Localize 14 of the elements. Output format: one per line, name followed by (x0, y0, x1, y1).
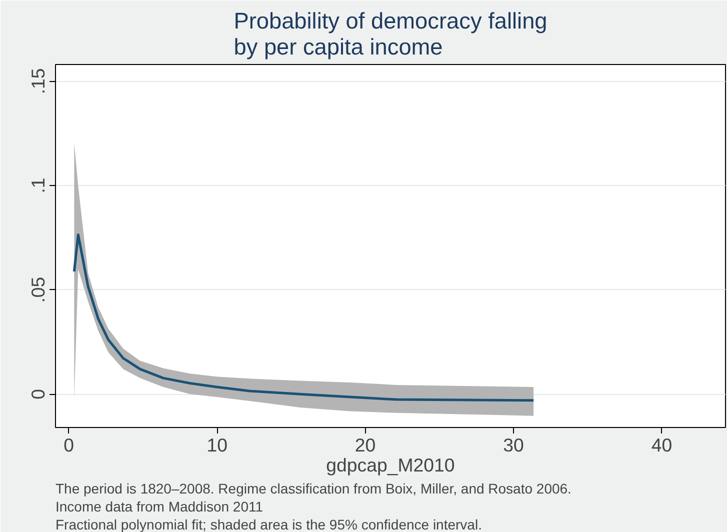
x-axis-title: gdpcap_M2010 (326, 454, 455, 476)
x-tick-label: 20 (354, 434, 376, 456)
y-tick-label: .1 (28, 178, 48, 194)
text: The period is 1820–2008. Regime classification from Boix, Miller, and Rosato 2006. (56, 480, 572, 496)
x-tick-label: 40 (651, 434, 672, 456)
x-tick-label: 0 (64, 434, 74, 456)
line-series (72, 233, 535, 402)
y-tick-label: .05 (28, 276, 48, 303)
y-tick-label: 0 (28, 388, 48, 400)
y-tick-label: .15 (28, 68, 48, 94)
x-tick-label: 30 (503, 434, 524, 456)
chart-title: Probability of democracy falling by per capita income (234, 8, 548, 60)
x-tick-label: 10 (206, 434, 228, 456)
text: Income data from Maddison 2011 (56, 498, 264, 514)
